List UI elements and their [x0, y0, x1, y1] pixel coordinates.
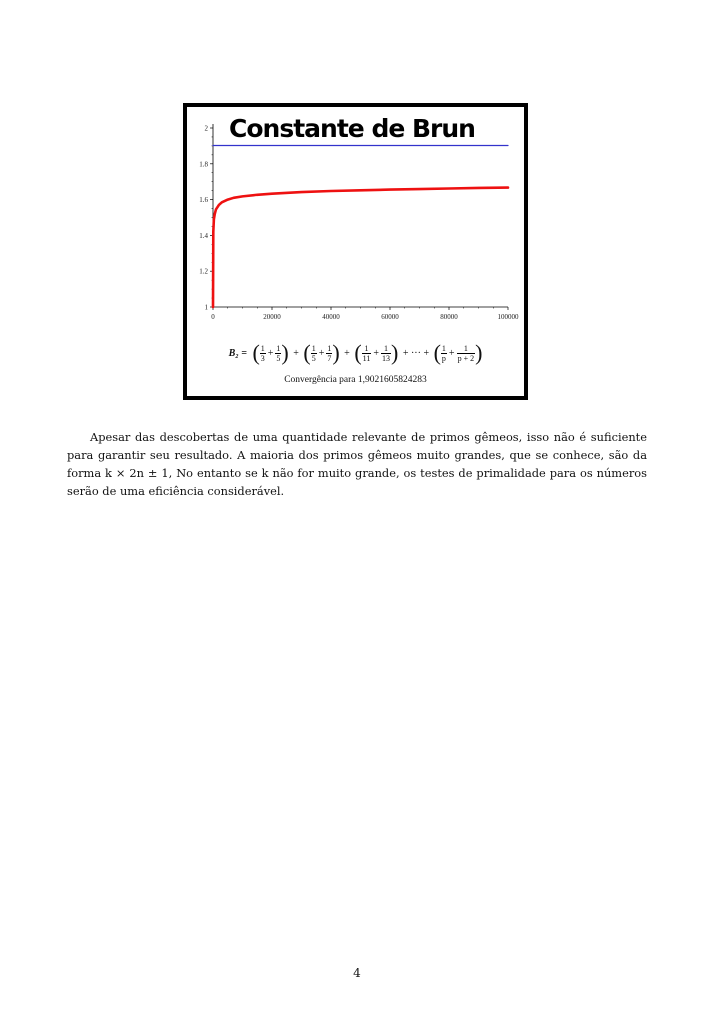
- fraction: 1 13: [380, 343, 391, 363]
- x-tick-label: 40000: [322, 313, 340, 321]
- chart-series: [211, 144, 510, 309]
- y-tick-label: 1: [205, 304, 209, 312]
- brun-chart: Constante de Brun 0 20000 40000 60000 80000 1…: [199, 114, 519, 322]
- formula-lhs: B₂ =: [228, 347, 247, 359]
- y-tick-label: 1.6: [199, 196, 208, 204]
- y-tick-label: 2: [205, 125, 209, 133]
- figure-caption: Convergência para 1,9021605824283: [284, 375, 427, 385]
- x-tick-label: 80000: [440, 313, 458, 321]
- y-tick-label: 1.2: [199, 268, 208, 276]
- y-tick-label: 1.4: [199, 232, 208, 240]
- chart-title: Constante de Brun: [229, 114, 475, 143]
- body-paragraph: Apesar das descobertas de uma quantidade…: [67, 430, 647, 498]
- x-tick-label: 60000: [381, 313, 399, 321]
- series-line-partial-sums: [211, 186, 510, 309]
- chart-ticks: 0 20000 40000 60000 80000 100000 1 1.2 1.4 1.6 1.8…: [199, 125, 519, 322]
- fraction: 1 11: [361, 343, 372, 363]
- page-number: 4: [353, 966, 361, 980]
- brun-constant-figure: Constante de Brun 0 20000 40000 60000 80000 1…: [183, 103, 528, 400]
- x-tick-label: 20000: [263, 313, 281, 321]
- x-tick-label: 0: [211, 313, 215, 321]
- y-tick-label: 1.8: [199, 160, 208, 168]
- x-tick-label: 100000: [498, 313, 520, 321]
- chart-axes: [212, 124, 508, 308]
- brun-formula: B₂ = (1 3 +1 5) + (1 5 +1 7) + (1 11 +1 13) + ···…: [228, 340, 483, 365]
